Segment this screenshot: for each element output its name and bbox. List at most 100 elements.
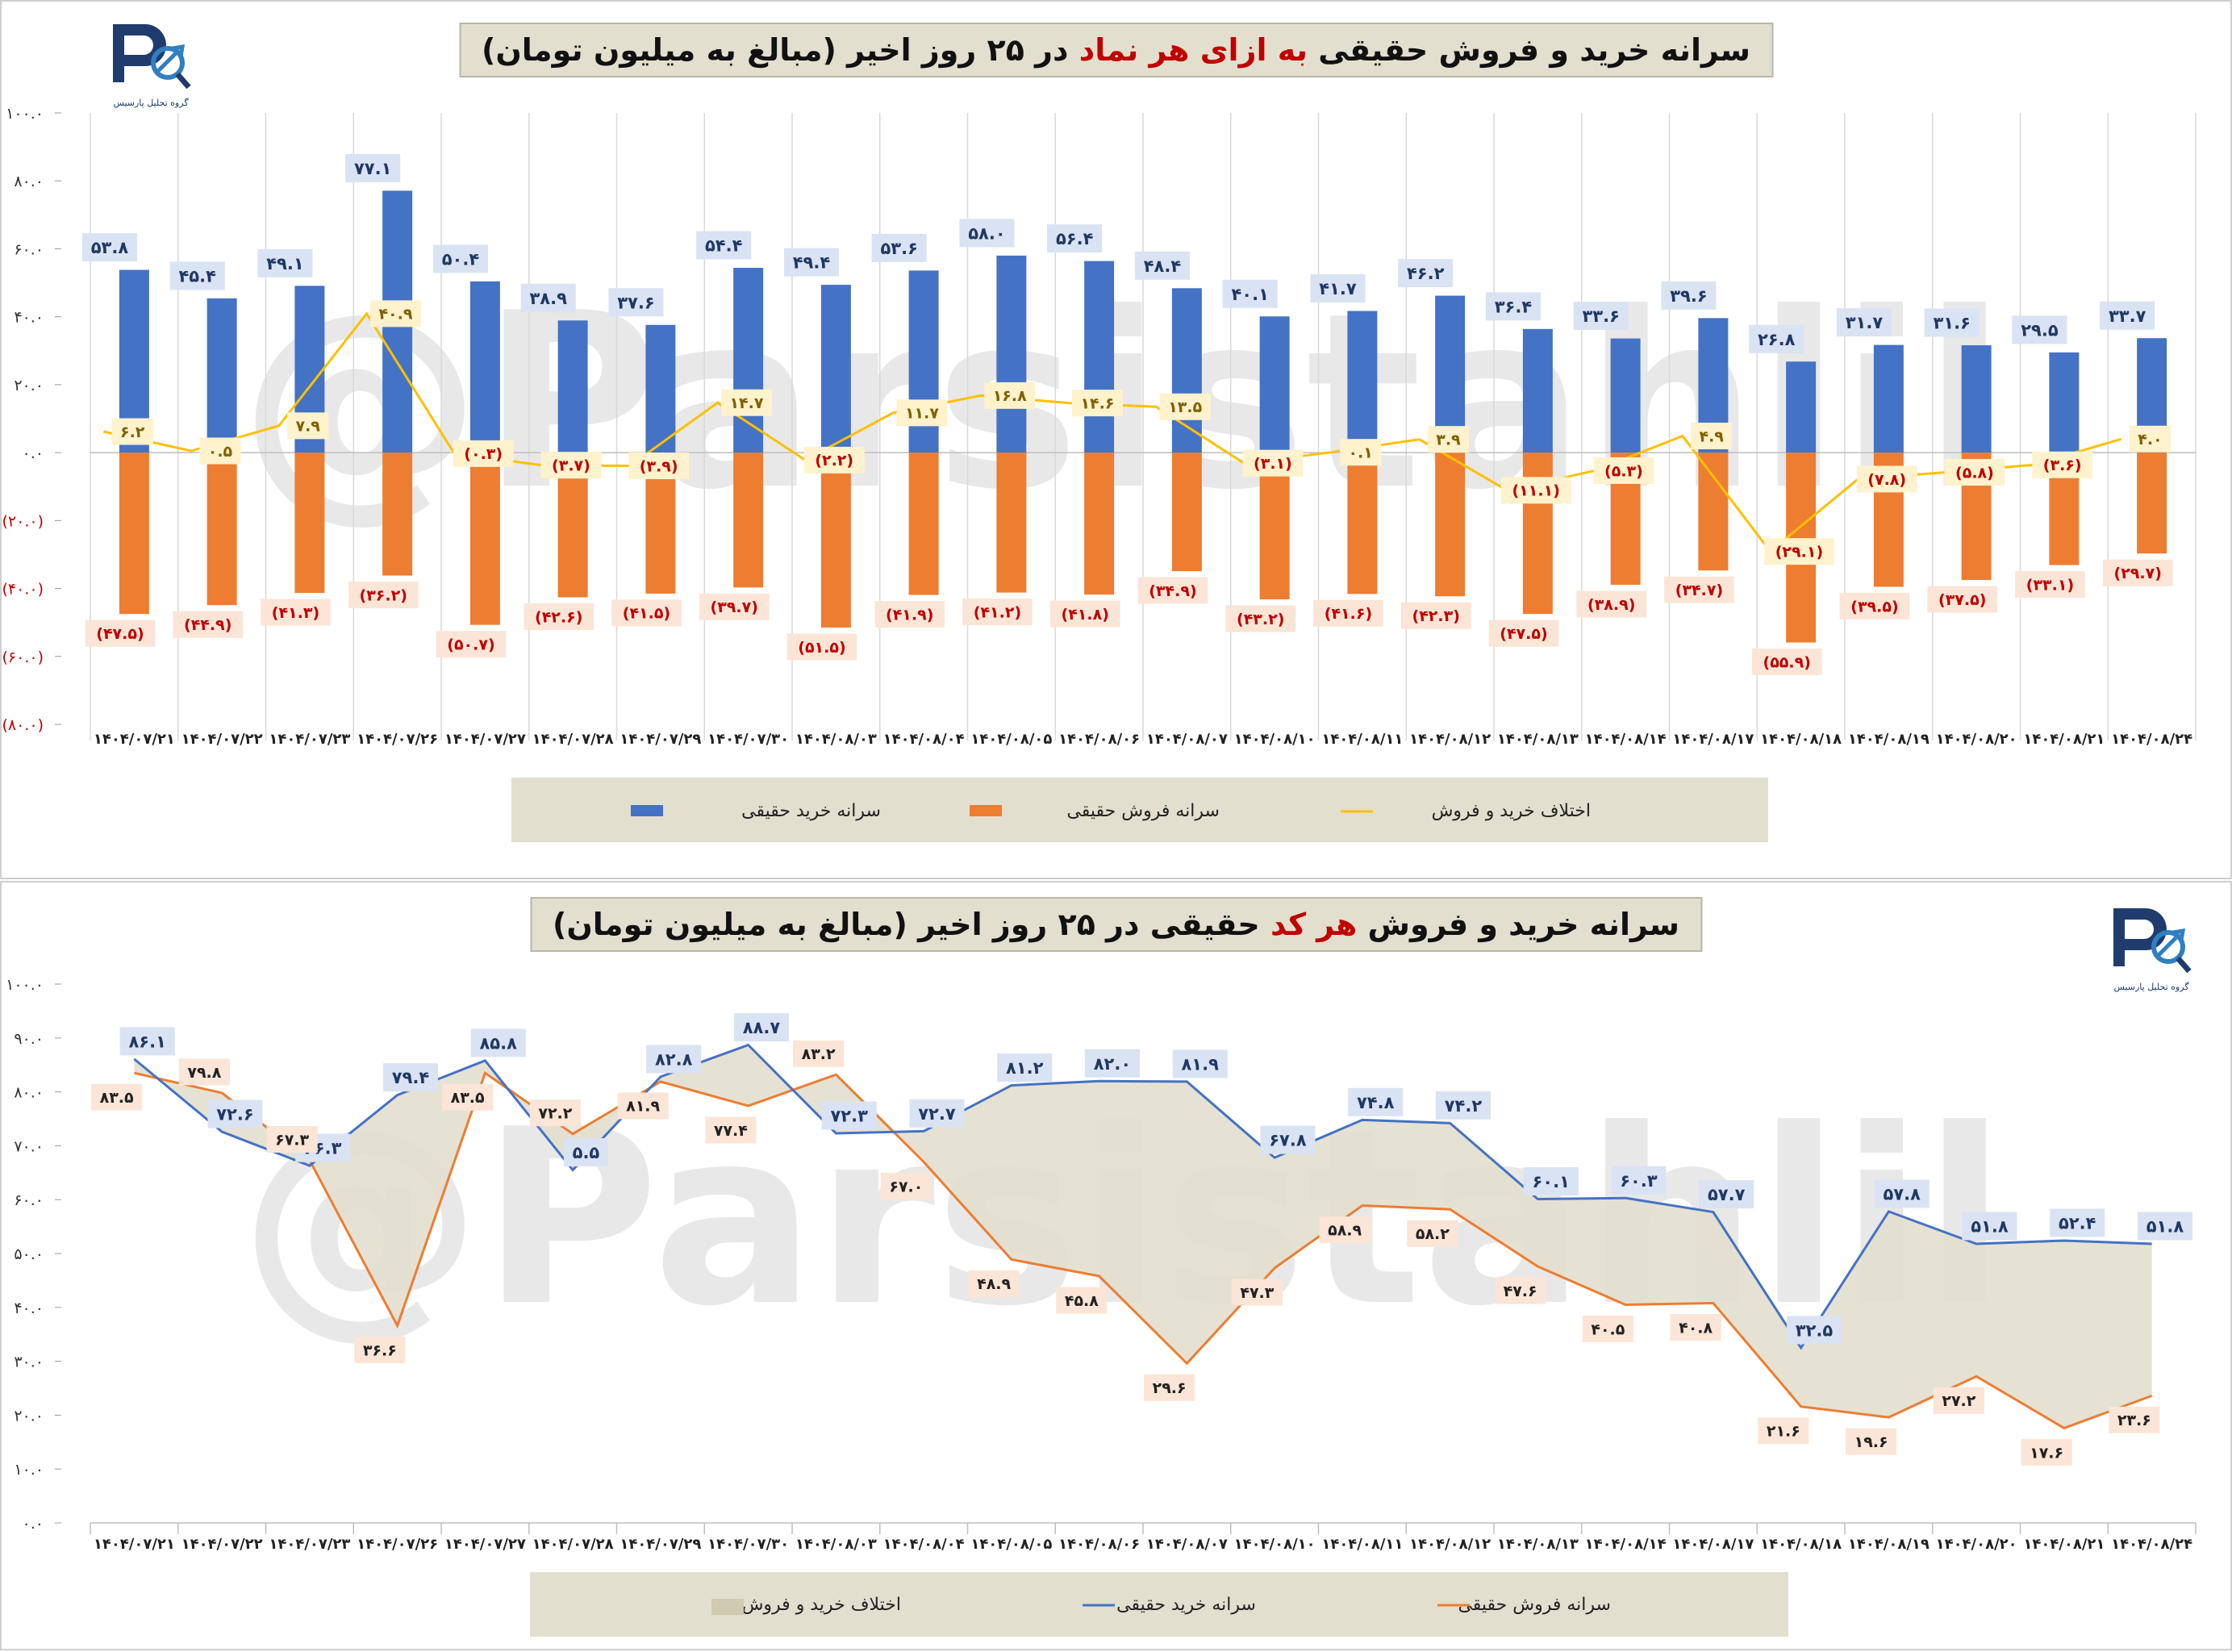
sell-data-label-bg bbox=[1313, 599, 1383, 627]
sell-data-label-2-group: ۴۰.۵ bbox=[1582, 1315, 1633, 1342]
sell-data-label-2-group: ۷۷.۴ bbox=[705, 1116, 757, 1144]
legend-buy-swatch bbox=[631, 805, 663, 816]
buy-bar bbox=[1259, 316, 1290, 453]
buy-data-label-bg bbox=[1749, 324, 1804, 353]
sell-bar bbox=[119, 453, 149, 615]
buy-data-label-group: ۳۶.۴ bbox=[1485, 292, 1541, 321]
chart2-title: سرانه خرید و فروش هر کد حقیقی در ۲۵ روز … bbox=[529, 897, 1703, 952]
sell-bar bbox=[820, 453, 851, 628]
buy-data-label-2-bg bbox=[997, 1053, 1053, 1083]
sell-data-label-group: (۴۱.۵) bbox=[611, 599, 682, 627]
parsis-logo-icon: گروه تحلیل پارسیس bbox=[98, 19, 203, 108]
x-tick-label: ۱۴۰۴/۰۸/۱۷ bbox=[1672, 731, 1754, 748]
sell-data-label-2-group: ۴۷.۶ bbox=[1495, 1277, 1546, 1304]
diff-data-label: (۳.۶) bbox=[2043, 457, 2082, 474]
sell-data-label-bg bbox=[85, 620, 156, 647]
buy-data-label: ۵۶.۴ bbox=[1056, 229, 1094, 248]
buy-data-label-2: ۸۵.۸ bbox=[479, 1033, 517, 1053]
buy-data-label-bg bbox=[1485, 292, 1541, 321]
y-tick-label: ۲۰.۰ bbox=[14, 377, 44, 394]
sell-data-label-group: (۴۲.۳) bbox=[1400, 602, 1471, 629]
sell-bar bbox=[908, 453, 939, 595]
buy-data-label-group: ۴۵.۴ bbox=[169, 261, 225, 290]
buy-bar bbox=[645, 324, 676, 453]
buy-data-label: ۳۷.۶ bbox=[617, 293, 654, 312]
buy-data-label: ۵۰.۴ bbox=[442, 249, 480, 269]
buy-data-label-bg bbox=[1398, 259, 1454, 288]
sell-data-label-2-group: ۸۳.۵ bbox=[442, 1083, 494, 1111]
sell-data-label: (۴۳.۲) bbox=[1237, 611, 1284, 628]
chart1-panel: سرانه خرید و فروش حقیقی به ازای هر نماد … bbox=[0, 0, 2232, 879]
sell-data-label-2-group: ۲۳.۶ bbox=[2109, 1406, 2160, 1433]
legend-buy-label-2: سرانه خرید حقیقی bbox=[1116, 1595, 1256, 1615]
diff-data-label-group: ۰.۵ bbox=[199, 437, 241, 465]
sell-data-label-2: ۲۳.۶ bbox=[2117, 1412, 2151, 1429]
diff-data-label-bg bbox=[1427, 426, 1470, 453]
buy-data-label: ۵۸.۰ bbox=[968, 223, 1005, 243]
buy-data-label-bg bbox=[1310, 274, 1366, 303]
buy-data-label-2: ۶۷.۸ bbox=[1269, 1131, 1307, 1150]
diff-data-label-group: (۲۹.۱) bbox=[1764, 538, 1834, 565]
buy-bar bbox=[733, 268, 764, 453]
sell-data-label-bg bbox=[611, 599, 682, 627]
sell-data-label-2: ۲۱.۶ bbox=[1767, 1423, 1800, 1441]
sell-data-label-2-bg bbox=[529, 1099, 581, 1127]
y-tick-label: (۴۰.۰) bbox=[2, 581, 44, 599]
diff-data-label-bg bbox=[720, 389, 773, 416]
y-tick-label: ۰.۰ bbox=[23, 444, 44, 462]
sell-data-label-group: (۴۱.۹) bbox=[874, 601, 945, 628]
buy-data-label-2-bg bbox=[1260, 1125, 1316, 1154]
sell-data-label-2-bg bbox=[617, 1092, 669, 1120]
sell-data-label-group: (۴۴.۹) bbox=[173, 611, 244, 638]
diff-data-label-bg bbox=[1340, 439, 1382, 466]
y-tick-label-2: ۶۰.۰ bbox=[14, 1191, 44, 1209]
sell-bar bbox=[1084, 453, 1115, 595]
y-tick-label: (۶۰.۰) bbox=[2, 649, 44, 666]
sell-data-label-bg bbox=[524, 603, 595, 631]
diff-data-label-bg bbox=[984, 382, 1036, 409]
buy-data-label-2-bg bbox=[1172, 1049, 1228, 1078]
legend-sell-swatch bbox=[970, 805, 1002, 816]
sell-data-label-group: (۲۹.۷) bbox=[2102, 559, 2173, 586]
buy-data-label-2: ۸۲.۸ bbox=[655, 1049, 693, 1069]
sell-data-label-2: ۷۷.۴ bbox=[714, 1122, 748, 1140]
sell-data-label: (۳۹.۵) bbox=[1850, 598, 1898, 615]
buy-data-label-group: ۳۳.۷ bbox=[2100, 301, 2155, 330]
diff-data-label: ۷.۹ bbox=[295, 418, 320, 436]
sell-data-label: (۳۶.۲) bbox=[360, 586, 407, 604]
sell-data-label-group: (۳۶.۲) bbox=[348, 582, 419, 609]
sell-data-label-bg bbox=[1839, 592, 1910, 620]
logo-caption: گروه تحلیل پارسیس bbox=[113, 98, 189, 108]
sell-data-label-2-bg bbox=[1670, 1313, 1721, 1341]
y-tick-label: ۶۰.۰ bbox=[14, 240, 44, 258]
sell-data-label-2-bg bbox=[91, 1083, 143, 1111]
buy-data-label-2-group: ۵۲.۴ bbox=[2050, 1208, 2105, 1237]
sell-data-label-2: ۱۷.۶ bbox=[2030, 1444, 2063, 1462]
buy-data-label-2-group: ۷۴.۲ bbox=[1435, 1091, 1491, 1120]
buy-data-label-group: ۳۸.۹ bbox=[520, 283, 576, 312]
sell-data-label-2: ۸۳.۲ bbox=[802, 1045, 836, 1063]
buy-data-label: ۳۶.۴ bbox=[1495, 297, 1533, 316]
diff-data-label-group: ۱۴.۷ bbox=[720, 389, 773, 416]
sell-data-label-2-bg bbox=[968, 1270, 1020, 1297]
diff-data-label: ۶.۲ bbox=[120, 423, 145, 441]
buy-data-label-2-bg bbox=[1523, 1167, 1579, 1196]
buy-data-label-2-bg bbox=[1962, 1212, 2017, 1241]
buy-data-label-2-group: ۶۰.۳ bbox=[1611, 1166, 1667, 1195]
x-tick-label: ۱۴۰۴/۰۸/۱۸ bbox=[1760, 731, 1842, 748]
sell-data-label-group: (۵۱.۵) bbox=[786, 633, 857, 661]
buy-data-label-bg bbox=[432, 244, 488, 273]
buy-data-label-bg bbox=[169, 261, 225, 290]
buy-data-label: ۳۹.۶ bbox=[1670, 286, 1707, 306]
x-tick-label: ۱۴۰۴/۰۸/۲۰ bbox=[1936, 731, 2017, 748]
diff-data-label-group: ۴.۰ bbox=[2129, 425, 2172, 453]
diff-data-label: ۴۰.۹ bbox=[378, 306, 412, 323]
buy-data-label-2-bg bbox=[1348, 1087, 1404, 1116]
diff-data-label-bg bbox=[803, 446, 865, 473]
sell-data-label-2-group: ۴۵.۸ bbox=[1056, 1287, 1108, 1314]
chart2-panel: سرانه خرید و فروش هر کد حقیقی در ۲۵ روز … bbox=[0, 881, 2232, 1650]
diff-data-label-group: (۳.۱) bbox=[1242, 449, 1304, 477]
x-tick-label-2: ۱۴۰۴/۰۸/۱۰ bbox=[1234, 1536, 1316, 1553]
buy-data-label-group: ۳۱.۷ bbox=[1836, 308, 1892, 337]
sell-data-label-2: ۷۹.۸ bbox=[187, 1064, 221, 1082]
